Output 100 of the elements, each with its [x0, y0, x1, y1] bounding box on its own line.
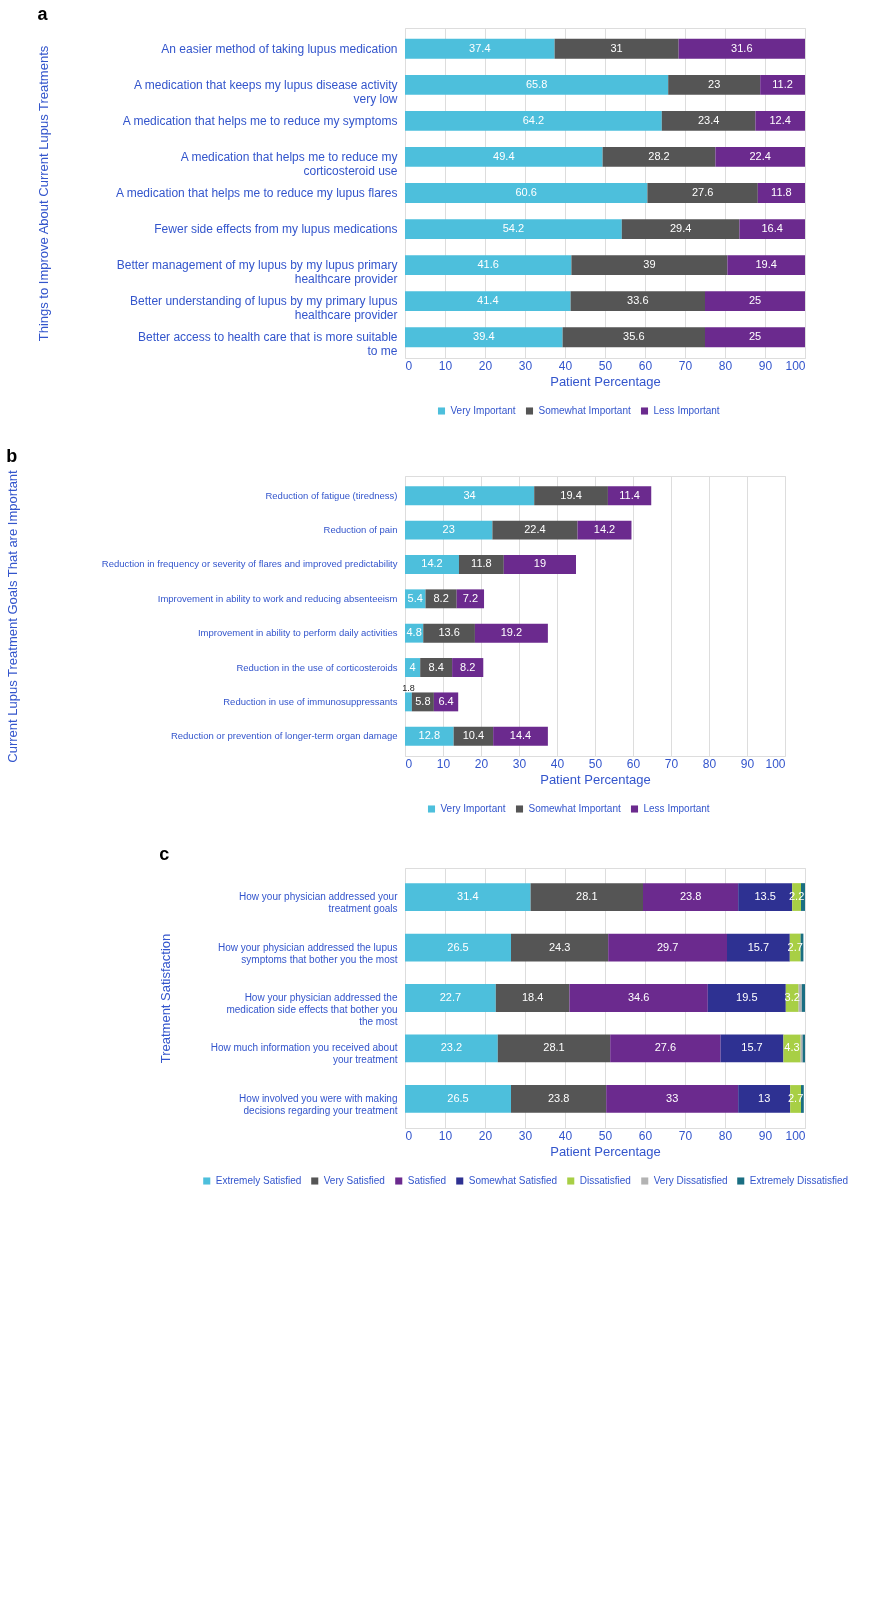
data-label: 22.7 [439, 991, 462, 1003]
data-label: 19.4 [755, 258, 777, 271]
y-axis-title: Treatment Satisfaction [157, 933, 173, 1064]
data-label: 10.4 [462, 729, 485, 742]
y-tick-label: A medication that helps me to reduce my symptoms [122, 113, 398, 128]
bar [608, 933, 727, 962]
data-label: 19.2 [500, 626, 523, 639]
x-tick-label: 60 [638, 1128, 653, 1143]
data-label: 60.6 [515, 186, 537, 198]
bar [755, 110, 805, 131]
data-label: 23.8 [547, 1091, 570, 1104]
data-label: 8.4 [428, 660, 444, 673]
data-label: 65.8 [525, 77, 548, 90]
bar [511, 1085, 607, 1113]
data-label: 64.2 [522, 113, 545, 126]
bar [405, 327, 563, 348]
legend-label: Very Important [450, 405, 516, 416]
bar [577, 520, 632, 540]
bar [492, 520, 578, 540]
y-tick-label: Better understanding of lupus by my primary lupus healthcare provider [130, 294, 398, 323]
data-label: 23 [708, 77, 721, 90]
x-tick-label: 80 [718, 1128, 733, 1143]
data-label: 23.4 [697, 113, 720, 126]
x-tick-label: 90 [740, 756, 755, 771]
y-tick-label: An easier method of taking lupus medication [161, 41, 398, 56]
bar [606, 1085, 739, 1113]
data-label: 25 [748, 330, 762, 343]
y-tick-label: Reduction of pain [323, 524, 398, 536]
x-tick-label: 40 [558, 1128, 573, 1143]
y-tick-label: How your physician addressed the lupus symptoms that bother you the most [217, 941, 398, 965]
bar [530, 883, 643, 911]
data-label: 11.8 [471, 557, 492, 570]
data-label: 35.6 [623, 330, 645, 343]
y-tick-label: Reduction or prevention of longer-term organ damage [170, 730, 398, 742]
bar [511, 933, 609, 962]
legend-label: Somewhat Important [538, 405, 631, 416]
legend-label: Less Important [643, 803, 710, 814]
data-label: 41.4 [477, 294, 499, 307]
data-label: 34 [463, 488, 476, 501]
bar [405, 692, 412, 712]
data-label: 31.6 [731, 41, 753, 54]
data-label: 13.5 [754, 890, 776, 903]
data-label: 4.3 [784, 1041, 800, 1054]
y-tick-label: How your physician addressed the medication side effects that bother you the most [226, 992, 398, 1027]
y-tick-label: Improvement in ability to perform daily activities [197, 627, 398, 639]
bar [678, 38, 805, 59]
bar [607, 486, 652, 506]
data-label: 1.8 [402, 682, 415, 693]
x-tick-label: 90 [758, 1128, 773, 1143]
data-label: 5.8 [415, 694, 431, 707]
data-label: 22.4 [524, 523, 546, 536]
bar [423, 623, 475, 643]
data-label: 19 [533, 557, 547, 570]
legend-label: Extremely Dissatisfied [749, 1175, 849, 1186]
data-label: 12.4 [769, 113, 791, 126]
data-label: 19.4 [560, 488, 582, 501]
x-tick-label: 40 [558, 358, 573, 373]
data-label: 5.4 [407, 591, 423, 604]
data-label: 19.5 [736, 991, 758, 1003]
x-tick-label: 10 [438, 1128, 453, 1143]
x-axis-title: Patient Percentage [550, 1143, 661, 1159]
data-label: 14.4 [509, 729, 532, 742]
data-label: 37.4 [469, 41, 491, 54]
legend-label: Very Satisfied [323, 1175, 385, 1186]
x-tick-label: 100 [785, 1128, 806, 1143]
data-label: 33.6 [627, 294, 649, 307]
data-label: 23.2 [440, 1041, 463, 1054]
x-tick-label: 40 [550, 756, 565, 771]
bar [405, 883, 531, 911]
y-tick-label: A medication that helps me to reduce my lupus flares [116, 186, 398, 200]
bar [534, 486, 608, 506]
text: c [159, 844, 170, 864]
bar [474, 623, 548, 643]
bar [405, 486, 535, 506]
y-tick-label: Reduction in the use of corticosteroids [236, 661, 398, 673]
bar [405, 147, 603, 167]
data-label: 28.1 [576, 890, 598, 903]
legend-label: Satisfied [407, 1175, 447, 1186]
bar [493, 726, 548, 746]
legend-label: Dissatisfied [579, 1175, 631, 1186]
data-label: 54.2 [502, 222, 525, 235]
data-label: 34.6 [627, 991, 650, 1003]
x-tick-label: 30 [518, 358, 533, 373]
legend-label: Somewhat Important [528, 803, 621, 814]
data-label: 11.4 [619, 488, 640, 501]
bar [569, 984, 708, 1012]
bar [497, 1034, 611, 1063]
data-label: 12.8 [418, 729, 441, 742]
x-tick-label: 80 [702, 756, 717, 771]
bar [405, 74, 669, 95]
data-label: 27.6 [654, 1041, 677, 1054]
bar [801, 1085, 804, 1113]
bar [727, 933, 790, 962]
data-label: 14.2 [593, 523, 616, 536]
data-label: 7.2 [462, 591, 479, 604]
data-label: 23 [442, 523, 455, 536]
y-tick-label: Better access to health care that is more suitable to me [138, 330, 398, 359]
x-tick-label: 0 [405, 756, 413, 771]
data-label: 29.7 [656, 940, 679, 953]
bar [661, 110, 756, 131]
